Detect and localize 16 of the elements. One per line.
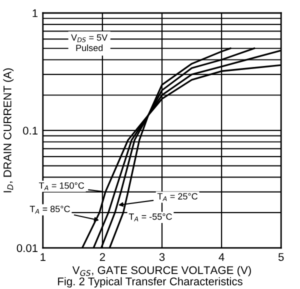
x-tick-label: 2 bbox=[100, 253, 105, 261]
x-axis-title: V$_{GS}$, GATE SOURCE VOLTAGE (V) bbox=[72, 266, 251, 276]
y-tick-label: 0.1 bbox=[23, 126, 38, 135]
x-tick-label: 1 bbox=[40, 253, 46, 261]
x-tick-label: 4 bbox=[218, 253, 224, 261]
x-tick-label: 5 bbox=[278, 253, 284, 261]
y-tick-label: 0.01 bbox=[16, 244, 38, 252]
annotation: T$_{A}$ = 85°C bbox=[30, 206, 70, 214]
text: Fig. 2 Typical Transfer Characteristics bbox=[58, 277, 242, 288]
y-axis-title: I$_{D}$, DRAIN CURRENT (A) bbox=[3, 68, 14, 192]
x-tick-label: 3 bbox=[159, 253, 165, 261]
annotation: T$_{A}$ = 25°C bbox=[157, 193, 198, 201]
y-tick-label: 1 bbox=[32, 9, 38, 18]
annotation: T$_{A}$ = -55°C bbox=[128, 213, 172, 222]
annotation: T$_{A}$ = 150°C bbox=[38, 182, 84, 190]
annotation: V$_{DS}$ = 5V Pulsed bbox=[71, 34, 108, 52]
